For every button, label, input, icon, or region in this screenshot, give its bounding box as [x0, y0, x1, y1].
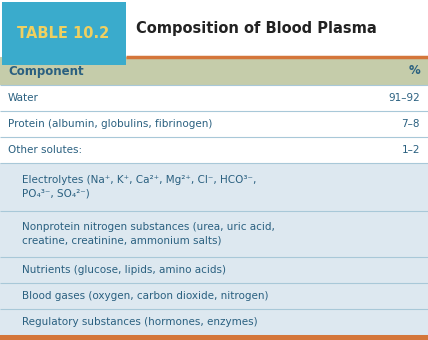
Bar [0, 57, 428, 85]
Text: Water: Water [8, 93, 39, 103]
Text: Composition of Blood Plasma: Composition of Blood Plasma [136, 21, 377, 36]
Text: TABLE 10.2: TABLE 10.2 [17, 26, 109, 41]
Text: Other solutes:: Other solutes: [8, 145, 82, 155]
Bar [0, 163, 428, 211]
Bar [0, 137, 428, 163]
Bar [0, 111, 428, 137]
Bar [0, 85, 428, 111]
Text: Nutrients (glucose, lipids, amino acids): Nutrients (glucose, lipids, amino acids) [22, 265, 226, 275]
Text: 7–8: 7–8 [401, 119, 420, 129]
Bar [0, 0, 428, 57]
Bar [0, 335, 428, 340]
Bar [0, 257, 428, 283]
Text: Blood gases (oxygen, carbon dioxide, nitrogen): Blood gases (oxygen, carbon dioxide, nit… [22, 291, 268, 301]
Bar [2, 2, 126, 65]
Text: 91–92: 91–92 [388, 93, 420, 103]
Text: %: % [408, 65, 420, 78]
Bar [0, 283, 428, 309]
Text: 1–2: 1–2 [401, 145, 420, 155]
Text: Regulatory substances (hormones, enzymes): Regulatory substances (hormones, enzymes… [22, 317, 258, 327]
Text: Protein (albumin, globulins, fibrinogen): Protein (albumin, globulins, fibrinogen) [8, 119, 212, 129]
Text: Electrolytes (Na⁺, K⁺, Ca²⁺, Mg²⁺, Cl⁻, HCO³⁻,
PO₄³⁻, SO₄²⁻): Electrolytes (Na⁺, K⁺, Ca²⁺, Mg²⁺, Cl⁻, … [22, 175, 256, 199]
Text: Component: Component [8, 65, 83, 78]
Bar [0, 309, 428, 335]
Text: Nonprotein nitrogen substances (urea, uric acid,
creatine, creatinine, ammonium : Nonprotein nitrogen substances (urea, ur… [22, 222, 275, 246]
Bar [0, 211, 428, 257]
